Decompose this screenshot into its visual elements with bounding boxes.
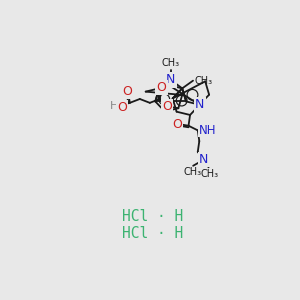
Text: O: O (156, 81, 166, 94)
Text: O: O (117, 101, 127, 114)
Text: CH₃: CH₃ (162, 58, 180, 68)
Text: H: H (110, 101, 118, 111)
Text: N: N (166, 74, 175, 86)
Text: N: N (199, 153, 208, 166)
Text: O: O (162, 100, 172, 113)
Text: CH₃: CH₃ (195, 76, 213, 86)
Text: O: O (172, 118, 182, 131)
Text: CH₃: CH₃ (183, 167, 201, 177)
Text: HCl · H: HCl · H (122, 226, 183, 242)
Text: O: O (123, 85, 132, 98)
Text: NH: NH (199, 124, 216, 137)
Text: N: N (195, 98, 204, 111)
Text: HCl · H: HCl · H (122, 209, 183, 224)
Text: CH₃: CH₃ (200, 169, 218, 179)
